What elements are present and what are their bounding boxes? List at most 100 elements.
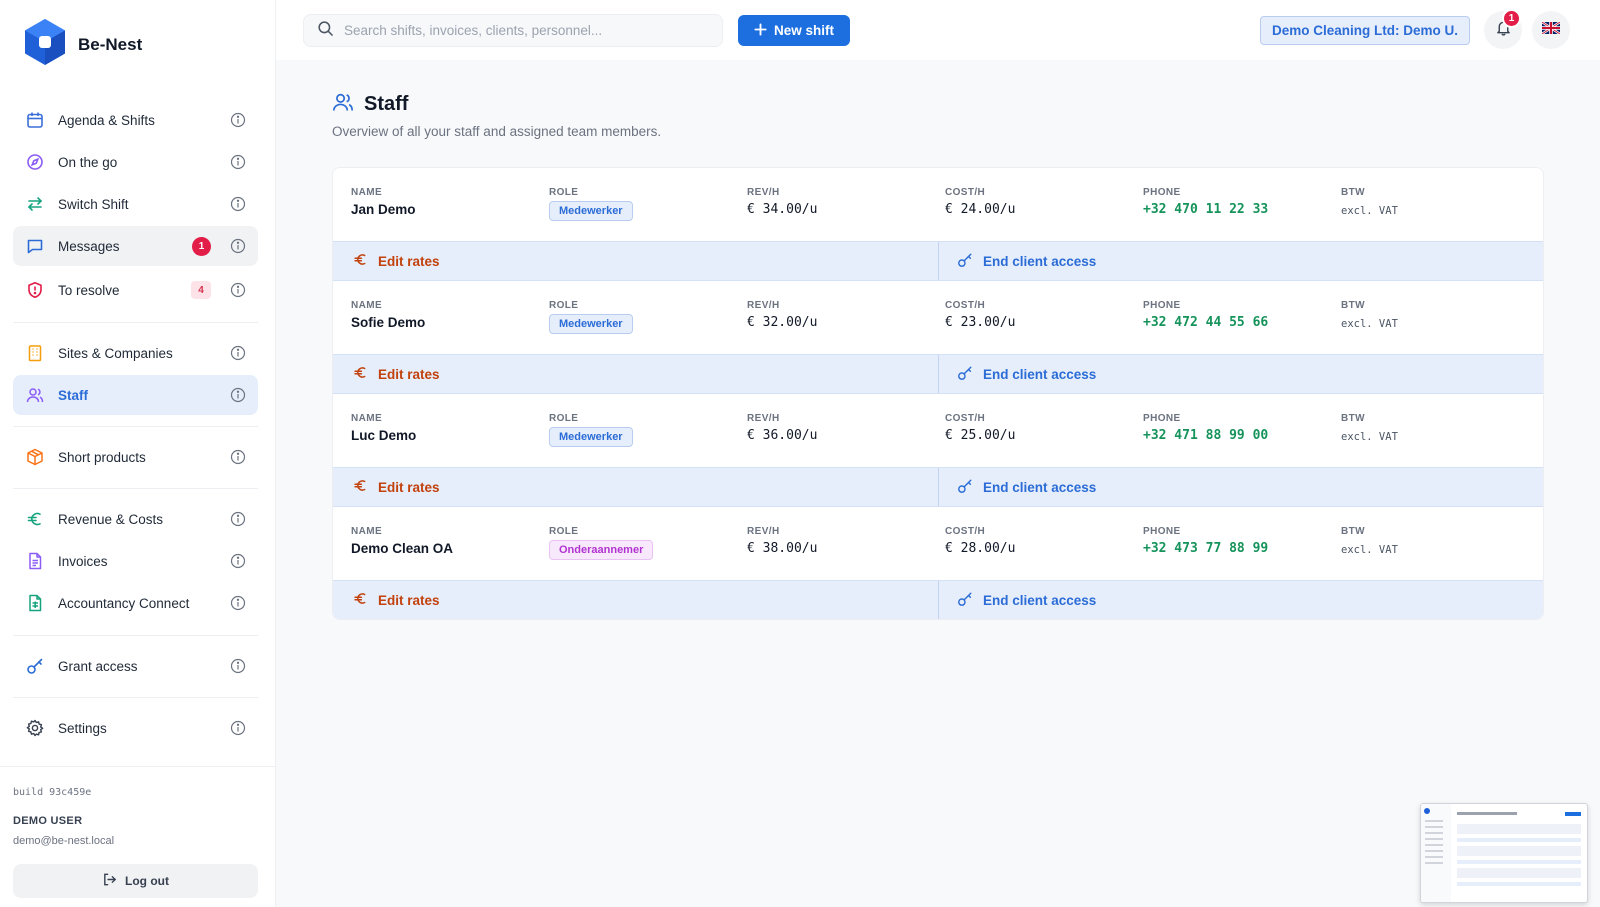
col-btw-header: BTW bbox=[1341, 300, 1365, 311]
staff-name: Jan Demo bbox=[351, 202, 416, 217]
user-email: demo@be-nest.local bbox=[13, 835, 115, 847]
new-shift-label: New shift bbox=[773, 23, 834, 38]
info-icon[interactable] bbox=[230, 658, 246, 679]
staff-row[interactable]: NAME Luc Demo ROLE Medewerker REV/H € 36.00… bbox=[333, 394, 1543, 467]
info-icon[interactable] bbox=[230, 196, 246, 217]
sidebar-item-short-products[interactable]: Short products bbox=[13, 437, 258, 477]
sidebar-item-agenda-shifts[interactable]: Agenda & Shifts bbox=[13, 100, 258, 140]
staff-name: Luc Demo bbox=[351, 428, 417, 443]
sidebar-item-on-the-go[interactable]: On the go bbox=[13, 142, 258, 182]
col-btw-header: BTW bbox=[1341, 413, 1365, 424]
end-client-access-label: End client access bbox=[983, 366, 1097, 382]
phone-link[interactable]: +32 470 11 22 33 bbox=[1143, 202, 1269, 217]
edit-rates-label: Edit rates bbox=[378, 366, 440, 382]
info-icon[interactable] bbox=[230, 238, 246, 259]
info-icon[interactable] bbox=[230, 449, 246, 470]
sidebar-item-messages[interactable]: Messages 1 bbox=[13, 226, 258, 266]
brand[interactable]: Be-Nest bbox=[24, 18, 142, 71]
key-icon bbox=[25, 656, 45, 676]
sidebar-item-to-resolve[interactable]: To resolve 4 bbox=[13, 270, 258, 310]
info-icon[interactable] bbox=[230, 511, 246, 532]
col-phone-header: PHONE bbox=[1143, 187, 1181, 198]
edit-rates-button[interactable]: Edit rates bbox=[333, 242, 939, 280]
btw-value: excl. VAT bbox=[1341, 431, 1398, 443]
info-icon[interactable] bbox=[230, 553, 246, 574]
sidebar-divider bbox=[13, 697, 258, 698]
topbar: New shift Demo Cleaning Ltd: Demo U. 1 bbox=[276, 0, 1600, 60]
sidebar-item-invoices[interactable]: Invoices bbox=[13, 541, 258, 581]
info-icon[interactable] bbox=[230, 345, 246, 366]
phone-link[interactable]: +32 471 88 99 00 bbox=[1143, 428, 1269, 443]
edit-rates-button[interactable]: Edit rates bbox=[333, 581, 939, 619]
sidebar-item-label: To resolve bbox=[58, 282, 120, 298]
user-name: DEMO USER bbox=[13, 815, 83, 827]
sidebar: Be-Nest Agenda & Shifts On the go Switch… bbox=[0, 0, 276, 907]
end-client-access-button[interactable]: End client access bbox=[939, 242, 1543, 280]
building-icon bbox=[25, 343, 45, 363]
logout-button[interactable]: Log out bbox=[13, 864, 258, 898]
users-icon bbox=[25, 385, 45, 405]
new-shift-button[interactable]: New shift bbox=[738, 15, 850, 46]
phone-link[interactable]: +32 472 44 55 66 bbox=[1143, 315, 1269, 330]
search-icon bbox=[317, 20, 334, 42]
sidebar-item-accountancy-connect[interactable]: Accountancy Connect bbox=[13, 583, 258, 623]
sidebar-item-label: Short products bbox=[58, 449, 146, 465]
package-icon bbox=[25, 447, 45, 467]
btw-value: excl. VAT bbox=[1341, 205, 1398, 217]
rev-rate: € 34.00/u bbox=[747, 202, 818, 217]
col-rev-header: REV/H bbox=[747, 187, 780, 198]
staff-row[interactable]: NAME Sofie Demo ROLE Medewerker REV/H € 32.… bbox=[333, 281, 1543, 354]
key-icon bbox=[957, 365, 973, 384]
staff-row[interactable]: NAME Jan Demo ROLE Medewerker REV/H € 34.00… bbox=[333, 168, 1543, 241]
users-icon bbox=[332, 91, 354, 118]
col-phone-header: PHONE bbox=[1143, 413, 1181, 424]
end-client-access-button[interactable]: End client access bbox=[939, 581, 1543, 619]
end-client-access-button[interactable]: End client access bbox=[939, 355, 1543, 393]
staff-actions-row: Edit rates End client access bbox=[333, 467, 1543, 507]
info-icon[interactable] bbox=[230, 595, 246, 616]
edit-rates-label: Edit rates bbox=[378, 253, 440, 269]
company-selector[interactable]: Demo Cleaning Ltd: Demo U. bbox=[1260, 16, 1470, 45]
euro-icon bbox=[25, 509, 45, 529]
sidebar-item-revenue-costs[interactable]: Revenue & Costs bbox=[13, 499, 258, 539]
role-badge: Onderaannemer bbox=[549, 540, 654, 560]
brand-name: Be-Nest bbox=[78, 34, 143, 54]
cost-rate: € 24.00/u bbox=[945, 202, 1016, 217]
page-title: Staff bbox=[364, 93, 409, 115]
cost-rate: € 23.00/u bbox=[945, 315, 1016, 330]
info-icon[interactable] bbox=[230, 720, 246, 741]
language-selector[interactable] bbox=[1532, 11, 1570, 49]
sidebar-divider bbox=[13, 488, 258, 489]
search-input[interactable] bbox=[344, 23, 704, 38]
role-badge: Medewerker bbox=[549, 201, 633, 221]
col-rev-header: REV/H bbox=[747, 526, 780, 537]
col-name-header: NAME bbox=[351, 526, 383, 537]
info-icon[interactable] bbox=[230, 154, 246, 175]
col-role-header: ROLE bbox=[549, 413, 579, 424]
screen-preview-thumbnail[interactable] bbox=[1420, 803, 1588, 903]
edit-rates-button[interactable]: Edit rates bbox=[333, 468, 939, 506]
info-icon[interactable] bbox=[230, 112, 246, 133]
staff-row[interactable]: NAME Demo Clean OA ROLE Onderaannemer REV/… bbox=[333, 507, 1543, 580]
sidebar-item-grant-access[interactable]: Grant access bbox=[13, 646, 258, 686]
phone-link[interactable]: +32 473 77 88 99 bbox=[1143, 541, 1269, 556]
search-box[interactable] bbox=[303, 14, 723, 47]
col-role-header: ROLE bbox=[549, 526, 579, 537]
sidebar-item-settings[interactable]: Settings bbox=[13, 708, 258, 748]
edit-rates-button[interactable]: Edit rates bbox=[333, 355, 939, 393]
role-badge: Medewerker bbox=[549, 427, 633, 447]
edit-rates-label: Edit rates bbox=[378, 592, 440, 608]
col-rev-header: REV/H bbox=[747, 413, 780, 424]
end-client-access-button[interactable]: End client access bbox=[939, 468, 1543, 506]
sidebar-item-staff[interactable]: Staff bbox=[13, 375, 258, 415]
sidebar-item-switch-shift[interactable]: Switch Shift bbox=[13, 184, 258, 224]
sidebar-item-label: Switch Shift bbox=[58, 196, 129, 212]
euro-icon bbox=[353, 252, 368, 270]
staff-actions-row: Edit rates End client access bbox=[333, 580, 1543, 619]
sidebar-item-sites-companies[interactable]: Sites & Companies bbox=[13, 333, 258, 373]
end-client-access-label: End client access bbox=[983, 592, 1097, 608]
notifications-count-badge: 1 bbox=[1502, 9, 1521, 28]
info-icon[interactable] bbox=[230, 282, 246, 303]
info-icon[interactable] bbox=[230, 387, 246, 408]
spreadsheet-icon bbox=[25, 593, 45, 613]
